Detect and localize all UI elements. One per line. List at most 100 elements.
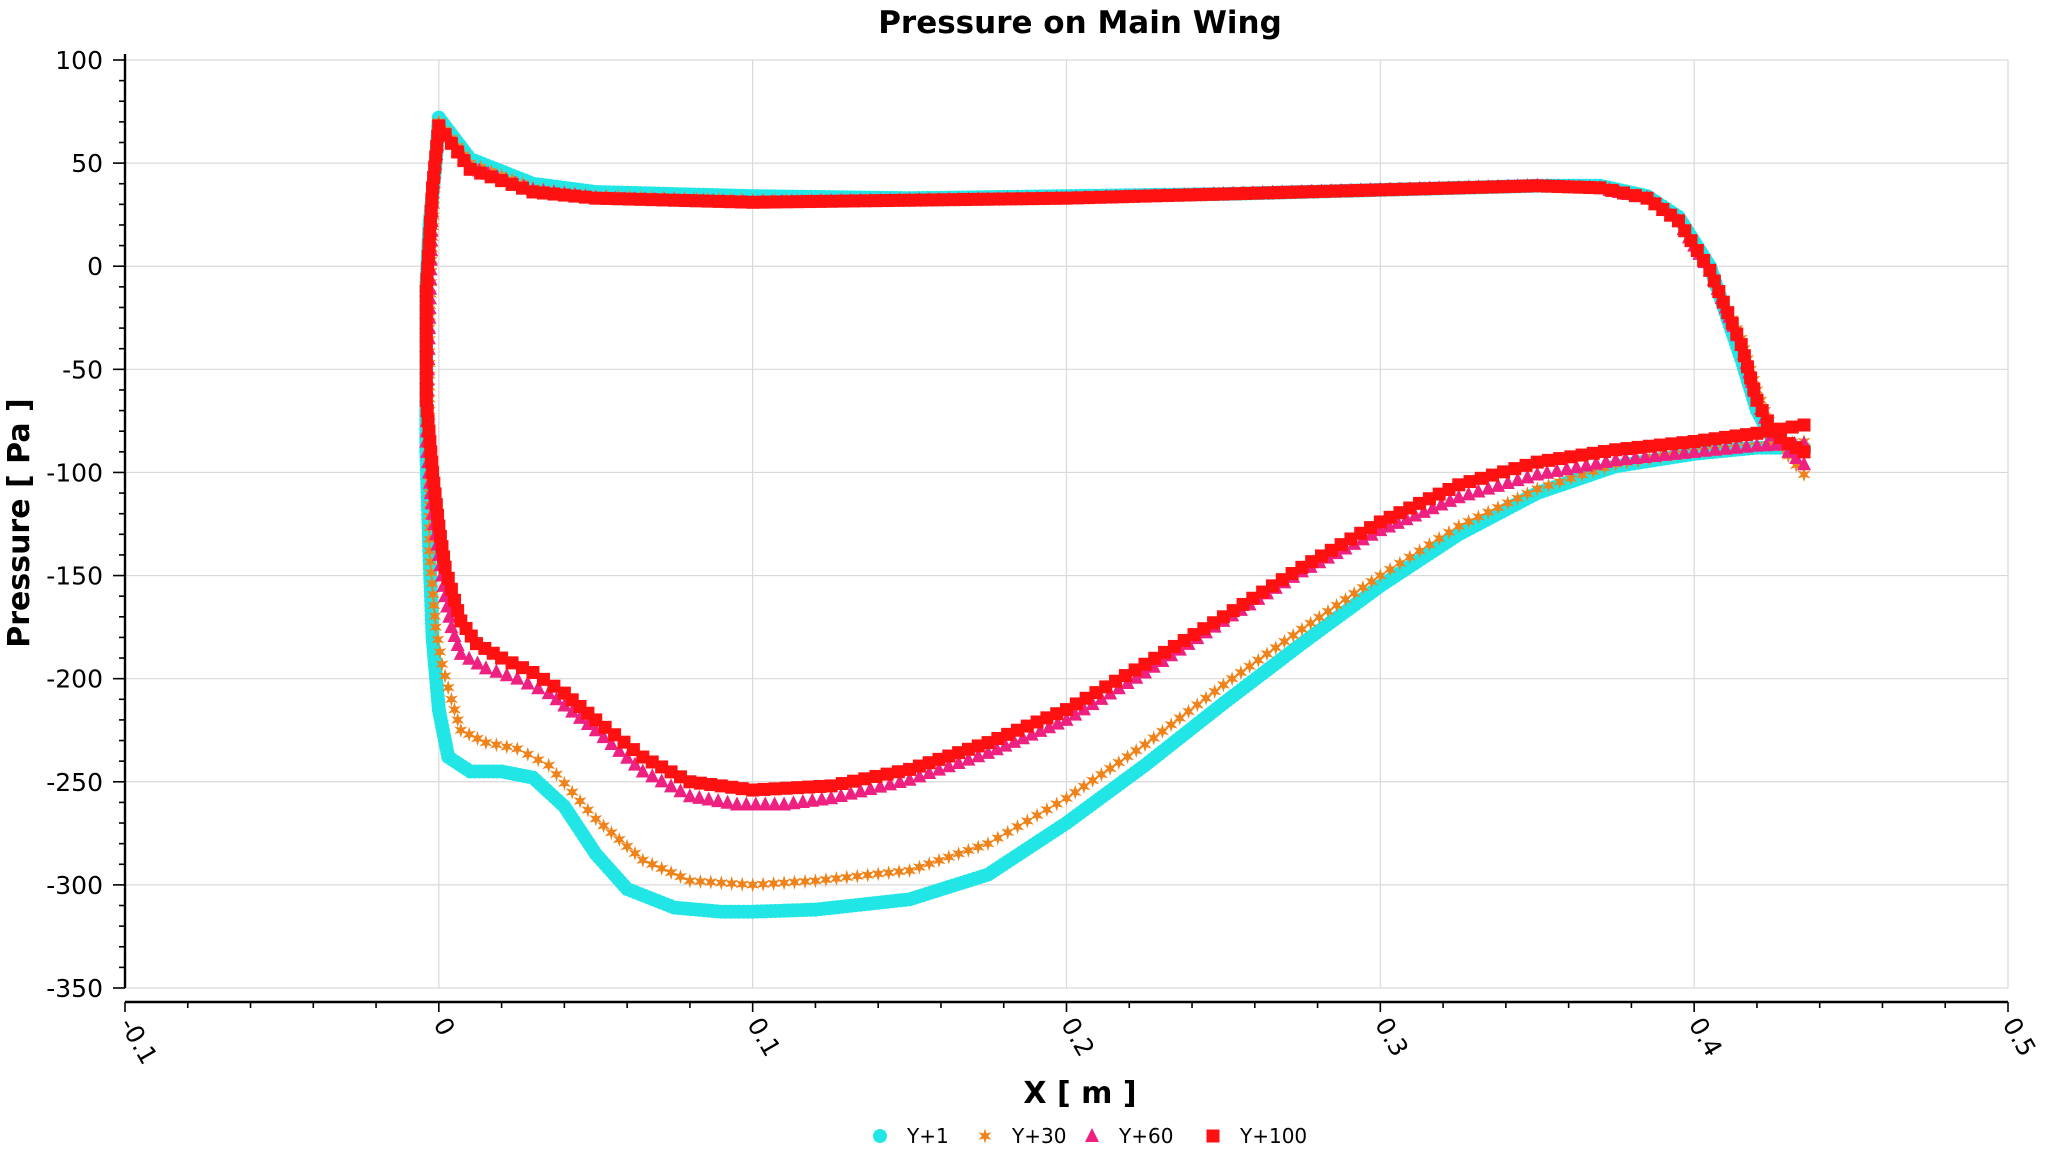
data-point (748, 796, 763, 811)
data-point (424, 445, 438, 459)
data-point (1443, 492, 1458, 507)
data-point (1403, 501, 1417, 515)
data-point (1138, 737, 1152, 753)
data-point (1020, 719, 1034, 733)
data-point (441, 571, 455, 585)
data-point (1605, 183, 1619, 197)
data-point (419, 328, 433, 342)
data-point (952, 746, 966, 760)
data-point (1147, 730, 1161, 746)
data-point (779, 195, 793, 209)
data-point (1750, 393, 1764, 407)
legend-label: Y+100 (1239, 1124, 1307, 1148)
data-point (428, 608, 442, 624)
data-point (421, 261, 435, 275)
data-point (1001, 824, 1015, 840)
data-point (1741, 360, 1755, 374)
data-point (1422, 537, 1436, 553)
data-point (1024, 726, 1039, 741)
data-point (1617, 186, 1631, 200)
data-point (1085, 696, 1100, 711)
data-point (1148, 651, 1162, 665)
data-point (1729, 439, 1744, 454)
x-tick-label: 0.5 (1997, 1013, 2042, 1062)
data-point (426, 586, 440, 602)
data-point (1797, 445, 1811, 459)
data-point (1050, 707, 1064, 721)
data-point (1071, 191, 1085, 205)
x-tick-label: 0.2 (1055, 1013, 1100, 1062)
data-point (1429, 181, 1443, 195)
data-point (1564, 470, 1578, 486)
data-point (1275, 573, 1289, 587)
data-point (1519, 179, 1533, 193)
data-point (628, 845, 642, 861)
data-point (819, 872, 833, 888)
data-point (1216, 677, 1230, 693)
data-point (798, 874, 812, 889)
data-point (891, 765, 905, 779)
data-point (612, 742, 627, 757)
data-point (1312, 609, 1326, 625)
data-point (1354, 526, 1368, 540)
data-point (425, 455, 439, 469)
legend-label: Y+30 (1011, 1124, 1066, 1148)
data-point (1390, 514, 1405, 529)
data-point (813, 779, 827, 793)
data-point (1452, 181, 1466, 195)
data-point (510, 741, 524, 757)
data-point (664, 778, 679, 793)
data-point (1750, 426, 1764, 440)
data-point (1712, 285, 1726, 299)
data-point (426, 181, 440, 195)
y-tick-label: -100 (46, 458, 103, 487)
data-point (565, 703, 580, 718)
data-point (1749, 437, 1764, 452)
data-point (419, 382, 433, 396)
data-point (419, 295, 433, 309)
data-point (667, 193, 681, 207)
data-point (840, 869, 854, 885)
data-point (1226, 604, 1240, 618)
data-point (505, 656, 519, 670)
data-point (542, 757, 556, 773)
data-point (1687, 443, 1702, 458)
data-point (1583, 181, 1597, 195)
data-point (725, 780, 739, 794)
data-point (664, 865, 678, 880)
data-point (1739, 428, 1753, 442)
data-point (495, 651, 509, 665)
data-point (970, 192, 984, 206)
data-point (858, 772, 872, 786)
data-point (448, 593, 462, 607)
data-point (1373, 515, 1387, 529)
data-point (557, 775, 571, 791)
data-point (1216, 610, 1230, 624)
series-y100 (419, 119, 1811, 797)
data-point (448, 702, 461, 718)
data-point (516, 181, 530, 195)
data-point (1589, 455, 1604, 470)
data-point (568, 189, 582, 203)
data-point (1676, 436, 1690, 450)
data-point (1205, 187, 1219, 201)
data-point (1116, 190, 1130, 204)
data-point (438, 668, 452, 684)
legend-item: Y+1 (873, 1124, 949, 1148)
data-point (1739, 438, 1754, 453)
data-point (1321, 603, 1335, 619)
data-point (433, 644, 447, 660)
data-point (1541, 179, 1555, 193)
data-point (768, 195, 782, 209)
data-point (547, 679, 561, 693)
data-point (419, 371, 433, 385)
data-point (1304, 615, 1318, 631)
data-point (422, 424, 436, 438)
data-point (557, 697, 572, 712)
data-point (1559, 461, 1574, 476)
data-point (758, 796, 773, 811)
data-point (1317, 184, 1331, 198)
data-point (429, 498, 443, 512)
data-point (1207, 616, 1221, 630)
data-point (1015, 192, 1029, 206)
